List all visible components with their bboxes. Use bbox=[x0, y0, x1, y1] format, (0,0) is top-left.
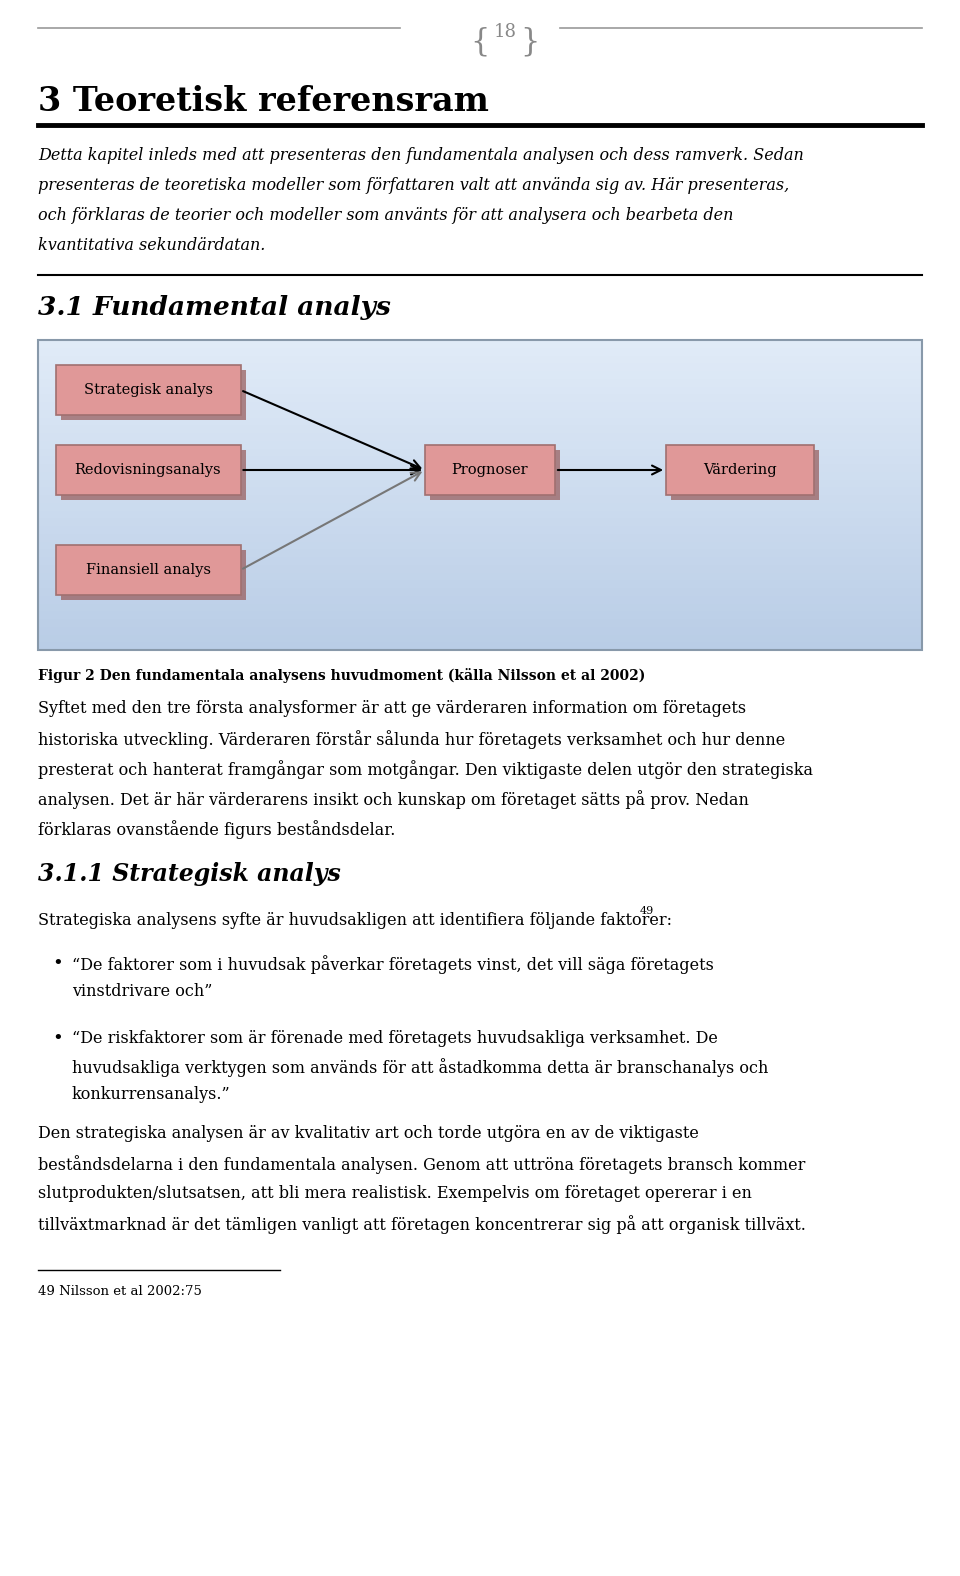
Text: förklaras ovanstående figurs beståndsdelar.: förklaras ovanstående figurs beståndsdel… bbox=[38, 820, 396, 838]
Text: kvantitativa sekundärdatan.: kvantitativa sekundärdatan. bbox=[38, 236, 265, 254]
Bar bbox=[38, 526, 922, 534]
Text: {: { bbox=[470, 25, 490, 57]
Text: “De faktorer som i huvudsak påverkar företagets vinst, det vill säga företagets: “De faktorer som i huvudsak påverkar för… bbox=[72, 955, 714, 974]
Text: beståndsdelarna i den fundamentala analysen. Genom att uttröna företagets bransc: beståndsdelarna i den fundamentala analy… bbox=[38, 1155, 805, 1174]
Bar bbox=[38, 340, 922, 348]
FancyBboxPatch shape bbox=[60, 451, 246, 500]
Bar bbox=[38, 386, 922, 394]
Text: 49 Nilsson et al 2002:75: 49 Nilsson et al 2002:75 bbox=[38, 1284, 202, 1299]
Bar bbox=[38, 356, 922, 362]
Text: presterat och hanterat framgångar som motgångar. Den viktigaste delen utgör den : presterat och hanterat framgångar som mo… bbox=[38, 760, 813, 779]
Bar bbox=[38, 418, 922, 426]
Bar bbox=[38, 370, 922, 378]
Bar bbox=[38, 550, 922, 556]
Bar bbox=[38, 611, 922, 619]
Bar bbox=[38, 627, 922, 635]
Text: 3.1 Fundamental analys: 3.1 Fundamental analys bbox=[38, 295, 391, 320]
Text: 3.1.1 Strategisk analys: 3.1.1 Strategisk analys bbox=[38, 862, 341, 886]
Text: slutprodukten/slutsatsen, att bli mera realistisk. Exempelvis om företaget opere: slutprodukten/slutsatsen, att bli mera r… bbox=[38, 1185, 752, 1202]
FancyBboxPatch shape bbox=[56, 366, 241, 414]
FancyBboxPatch shape bbox=[60, 550, 246, 600]
Text: Strategisk analys: Strategisk analys bbox=[84, 383, 212, 397]
Bar bbox=[38, 471, 922, 479]
Text: Prognoser: Prognoser bbox=[452, 463, 528, 478]
Text: 49: 49 bbox=[640, 906, 655, 916]
Text: Redovisningsanalys: Redovisningsanalys bbox=[75, 463, 222, 478]
FancyBboxPatch shape bbox=[60, 370, 246, 419]
Bar bbox=[38, 495, 922, 503]
FancyBboxPatch shape bbox=[56, 545, 241, 596]
FancyBboxPatch shape bbox=[56, 444, 241, 495]
Bar bbox=[38, 511, 922, 519]
Bar bbox=[38, 487, 922, 495]
Bar bbox=[38, 402, 922, 410]
Text: presenteras de teoretiska modeller som författaren valt att använda sig av. Här : presenteras de teoretiska modeller som f… bbox=[38, 177, 789, 194]
Text: 3 Teoretisk referensram: 3 Teoretisk referensram bbox=[38, 85, 489, 118]
Bar bbox=[38, 433, 922, 441]
Bar bbox=[38, 362, 922, 370]
Text: 18: 18 bbox=[493, 24, 516, 41]
Text: och förklaras de teorier och modeller som använts för att analysera och bearbeta: och förklaras de teorier och modeller so… bbox=[38, 206, 733, 224]
Text: Syftet med den tre första analysformer är att ge värderaren information om föret: Syftet med den tre första analysformer ä… bbox=[38, 700, 746, 717]
Bar bbox=[38, 426, 922, 433]
Bar bbox=[38, 534, 922, 542]
Bar bbox=[38, 463, 922, 471]
Bar bbox=[38, 556, 922, 564]
FancyBboxPatch shape bbox=[430, 451, 560, 500]
Text: •: • bbox=[52, 955, 62, 972]
FancyBboxPatch shape bbox=[425, 444, 555, 495]
Bar bbox=[38, 643, 922, 649]
Bar bbox=[38, 410, 922, 418]
Text: Värdering: Värdering bbox=[703, 463, 777, 478]
Text: Finansiell analys: Finansiell analys bbox=[85, 563, 210, 577]
Text: vinstdrivare och”: vinstdrivare och” bbox=[72, 983, 212, 1001]
Bar bbox=[38, 604, 922, 611]
Bar bbox=[38, 572, 922, 580]
Bar bbox=[38, 588, 922, 596]
Bar bbox=[38, 455, 922, 463]
Text: •: • bbox=[52, 1031, 62, 1048]
Text: }: } bbox=[520, 25, 540, 57]
Bar bbox=[38, 503, 922, 511]
Text: historiska utveckling. Värderaren förstår sålunda hur företagets verksamhet och : historiska utveckling. Värderaren förstå… bbox=[38, 730, 785, 749]
Bar bbox=[38, 542, 922, 550]
Text: huvudsakliga verktygen som används för att åstadkomma detta är branschanalys och: huvudsakliga verktygen som används för a… bbox=[72, 1057, 768, 1076]
Bar bbox=[38, 580, 922, 588]
Text: Detta kapitel inleds med att presenteras den fundamentala analysen och dess ramv: Detta kapitel inleds med att presenteras… bbox=[38, 147, 804, 164]
Text: konkurrensanalys.”: konkurrensanalys.” bbox=[72, 1086, 230, 1103]
Bar bbox=[38, 378, 922, 386]
Bar bbox=[38, 596, 922, 604]
Bar bbox=[38, 619, 922, 627]
Bar bbox=[38, 635, 922, 643]
Bar bbox=[38, 441, 922, 449]
Bar bbox=[38, 394, 922, 402]
Text: Figur 2 Den fundamentala analysens huvudmoment (källa Nilsson et al 2002): Figur 2 Den fundamentala analysens huvud… bbox=[38, 668, 645, 682]
FancyBboxPatch shape bbox=[666, 444, 814, 495]
Bar bbox=[38, 348, 922, 356]
Text: “De riskfaktorer som är förenade med företagets huvudsakliga verksamhet. De: “De riskfaktorer som är förenade med för… bbox=[72, 1031, 718, 1046]
Text: analysen. Det är här värderarens insikt och kunskap om företaget sätts på prov. : analysen. Det är här värderarens insikt … bbox=[38, 790, 749, 808]
Bar bbox=[38, 519, 922, 526]
FancyBboxPatch shape bbox=[671, 451, 819, 500]
Text: tillväxtmarknad är det tämligen vanligt att företagen koncentrerar sig på att or: tillväxtmarknad är det tämligen vanligt … bbox=[38, 1215, 805, 1234]
Bar bbox=[38, 479, 922, 487]
Bar bbox=[38, 449, 922, 455]
Text: Den strategiska analysen är av kvalitativ art och torde utgöra en av de viktigas: Den strategiska analysen är av kvalitati… bbox=[38, 1125, 699, 1143]
Text: Strategiska analysens syfte är huvudsakligen att identifiera följande faktorer:: Strategiska analysens syfte är huvudsakl… bbox=[38, 913, 672, 928]
Bar bbox=[38, 564, 922, 572]
